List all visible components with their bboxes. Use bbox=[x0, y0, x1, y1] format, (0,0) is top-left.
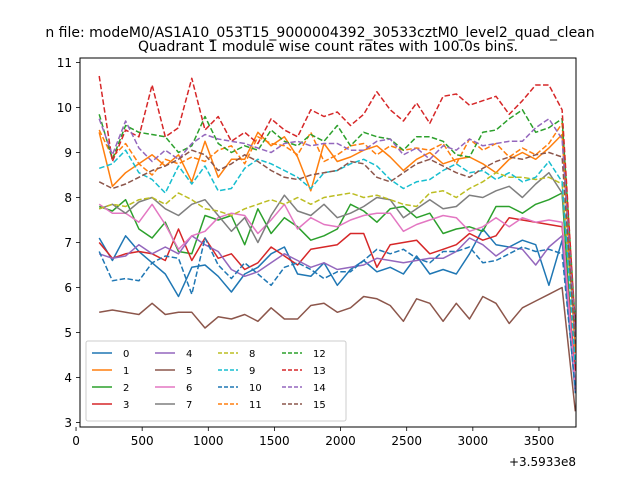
legend-label-5: 5 bbox=[186, 366, 192, 377]
series-line-5 bbox=[99, 286, 577, 412]
y-tick-label: 4 bbox=[64, 371, 72, 385]
series-line-10 bbox=[98, 237, 577, 389]
legend-label-2: 2 bbox=[123, 383, 129, 394]
y-tick-label: 11 bbox=[57, 56, 72, 70]
x-tick-label: 3500 bbox=[524, 434, 555, 448]
plot-frame bbox=[79, 57, 577, 428]
x-axis-ticks: 0 500 1000 1500 2000 2500 3000 3500 bbox=[72, 427, 554, 448]
legend-label-13: 13 bbox=[313, 366, 326, 377]
legend-label-12: 12 bbox=[313, 349, 326, 360]
legend-label-3: 3 bbox=[123, 400, 129, 411]
series-line-12 bbox=[98, 109, 577, 324]
legend-label-1: 1 bbox=[123, 366, 129, 377]
series-line-2 bbox=[98, 192, 577, 389]
y-tick-label: 10 bbox=[57, 101, 72, 115]
y-tick-label: 6 bbox=[64, 281, 72, 295]
x-tick-label: 2000 bbox=[325, 434, 356, 448]
series-line-11 bbox=[98, 122, 577, 329]
x-tick-label: 0 bbox=[72, 434, 80, 448]
x-tick-label: 500 bbox=[131, 434, 154, 448]
series-line-7 bbox=[98, 171, 577, 333]
chart-title: Quadrant 1 module wise count rates with … bbox=[138, 39, 518, 55]
series-line-13 bbox=[98, 75, 577, 329]
y-axis-ticks: 3 4 5 6 7 8 9 10 11 bbox=[57, 56, 80, 430]
y-tick-label: 8 bbox=[64, 191, 72, 205]
legend-label-8: 8 bbox=[249, 349, 255, 360]
y-tick-label: 5 bbox=[64, 326, 72, 340]
legend-label-11: 11 bbox=[249, 400, 262, 411]
legend-label-9: 9 bbox=[249, 366, 255, 377]
series-layer bbox=[98, 75, 577, 412]
x-tick-label: 1000 bbox=[193, 434, 224, 448]
series-line-8 bbox=[98, 171, 577, 338]
series-line-6 bbox=[98, 203, 577, 385]
y-tick-label: 9 bbox=[64, 146, 72, 160]
figure-suptitle: n file: modeM0/AS1A10_053T15_9000004392_… bbox=[45, 25, 594, 41]
series-line-14 bbox=[98, 118, 577, 335]
y-tick-label: 7 bbox=[64, 236, 72, 250]
legend-box bbox=[85, 340, 347, 422]
series-line-15 bbox=[98, 149, 577, 344]
legend-label-14: 14 bbox=[313, 383, 326, 394]
x-tick-label: 3000 bbox=[458, 434, 489, 448]
legend-label-10: 10 bbox=[249, 383, 262, 394]
legend-label-7: 7 bbox=[186, 400, 192, 411]
x-tick-label: 1500 bbox=[259, 434, 290, 448]
y-tick-label: 3 bbox=[64, 416, 72, 430]
series-line-3 bbox=[98, 216, 577, 371]
legend-label-6: 6 bbox=[186, 383, 192, 394]
x-tick-label: 2500 bbox=[391, 434, 422, 448]
x-axis-offset-label: +3.5933e8 bbox=[509, 455, 576, 469]
series-line-4 bbox=[98, 235, 577, 392]
legend-label-4: 4 bbox=[186, 349, 192, 360]
series-line-0 bbox=[98, 228, 577, 394]
legend-label-0: 0 bbox=[123, 349, 129, 360]
legend-label-15: 15 bbox=[313, 400, 326, 411]
